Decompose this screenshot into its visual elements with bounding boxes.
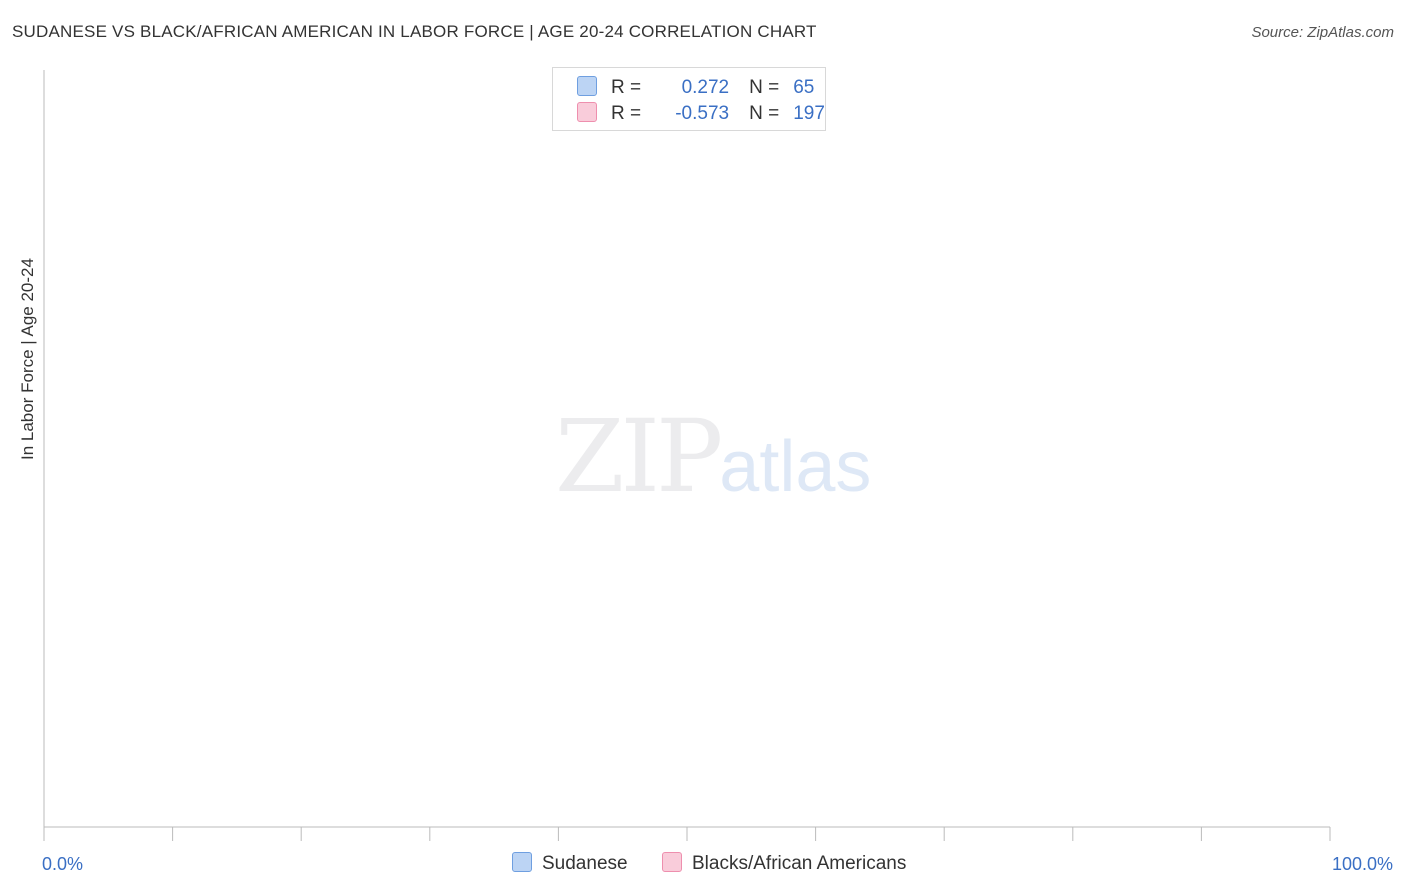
legend-r-label: R = <box>611 103 642 124</box>
legend-swatch-sudanese <box>577 76 597 96</box>
legend-n-label: N = <box>749 103 780 124</box>
source-attribution: Source: ZipAtlas.com <box>1251 24 1394 41</box>
legend-row-sudanese: R = 0.272 N = 65 <box>577 76 814 100</box>
x-tick-label-max: 100.0% <box>1332 854 1393 874</box>
legend-swatch-black <box>577 102 597 122</box>
legend-row-black: R = -0.573 N = 197 <box>577 102 825 126</box>
series-label-black: Blacks/African Americans <box>692 853 907 874</box>
legend-r-value-sudanese: 0.272 <box>681 77 730 98</box>
correlation-legend: R = 0.272 N = 65 R = -0.573 N = 197 <box>552 67 826 131</box>
series-swatch-sudanese <box>512 852 532 872</box>
watermark-zip: ZIP <box>555 398 723 515</box>
legend-r-label: R = <box>611 77 642 98</box>
y-axis-label: In Labor Force | Age 20-24 <box>18 258 37 460</box>
legend-n-value-sudanese: 65 <box>793 77 815 98</box>
watermark-atlas: atlas <box>719 427 872 507</box>
series-legend-sudanese: Sudanese <box>512 852 628 875</box>
legend-r-value-black: -0.573 <box>675 103 730 124</box>
chart-title: SUDANESE VS BLACK/AFRICAN AMERICAN IN LA… <box>12 22 817 41</box>
zipatlas-watermark: ZIPatlas <box>555 398 871 515</box>
x-tick-label-min: 0.0% <box>42 854 83 874</box>
series-label-sudanese: Sudanese <box>542 853 628 874</box>
legend-n-label: N = <box>749 77 780 98</box>
series-legend: Sudanese Blacks/African Americans <box>0 852 1406 878</box>
series-swatch-black <box>662 852 682 872</box>
legend-n-value-black: 197 <box>793 103 825 124</box>
series-legend-black: Blacks/African Americans <box>662 852 906 875</box>
